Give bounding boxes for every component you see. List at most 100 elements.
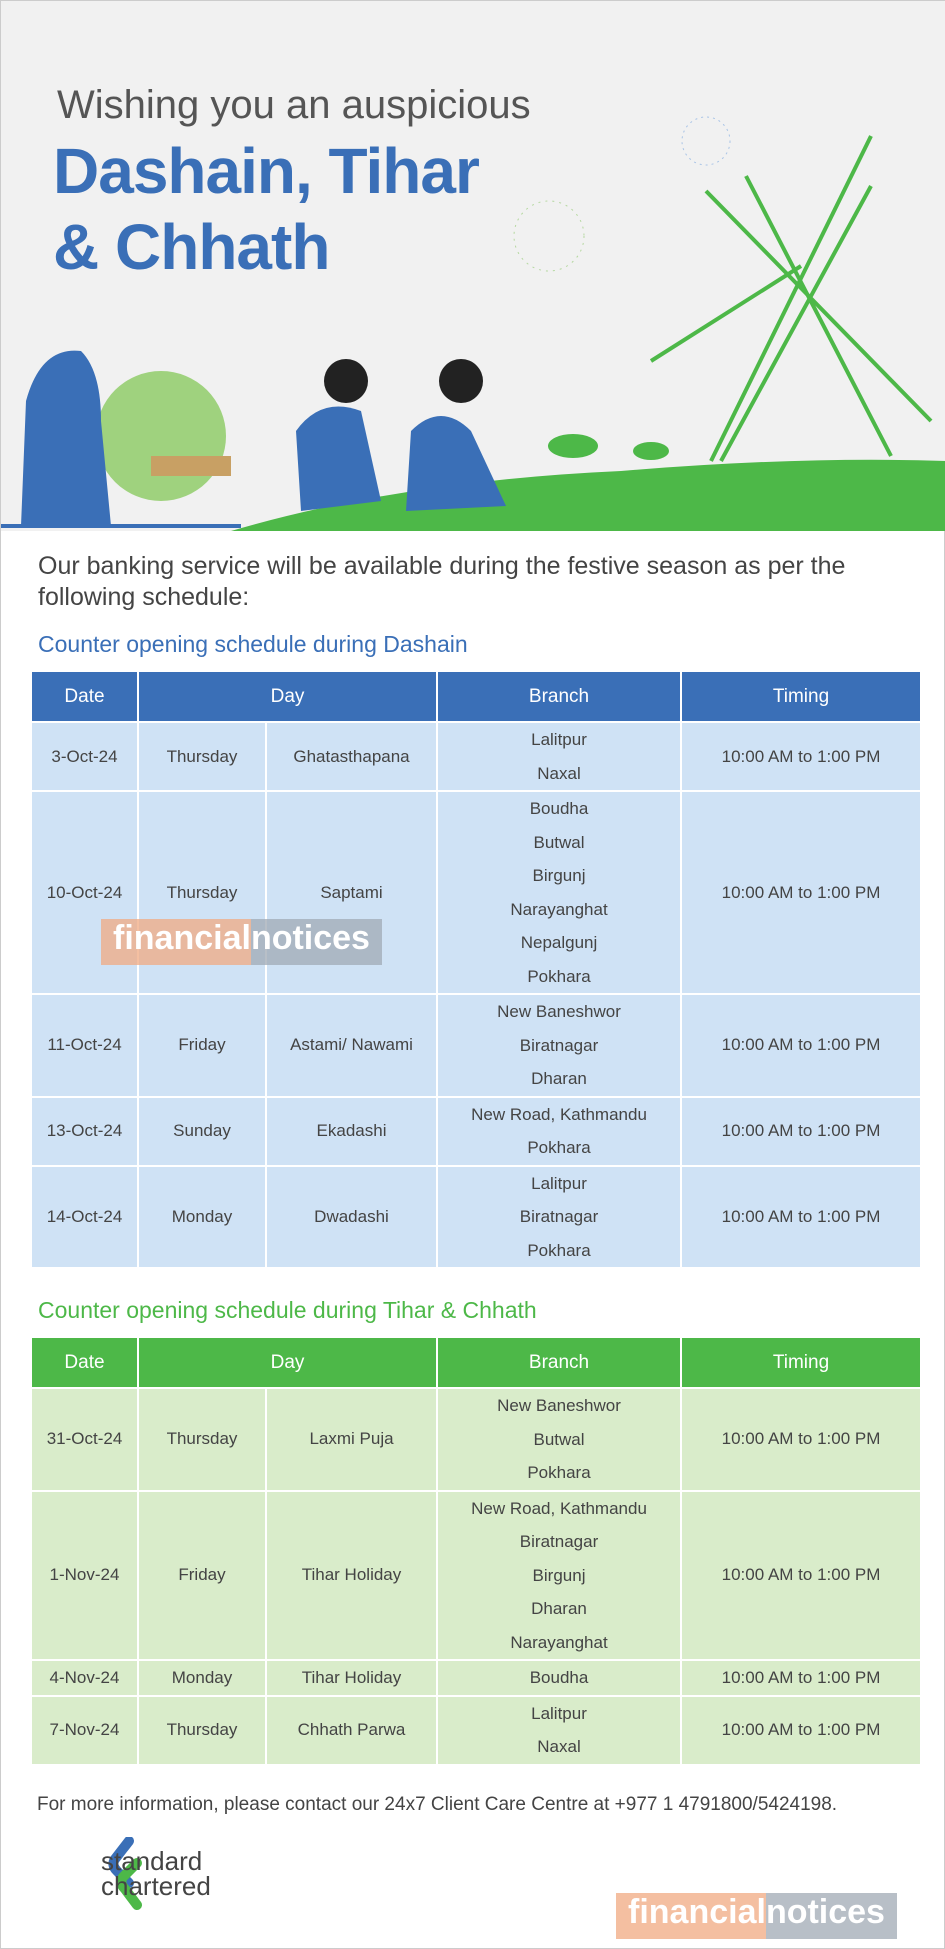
cell-occasion: Chhath Parwa (264, 1694, 439, 1766)
sun-circle (96, 371, 226, 501)
cell-occasion: Ghatasthapana (264, 721, 439, 792)
cell-timing: 10:00 AM to 1:00 PM (680, 1489, 923, 1661)
cell-timing: 10:00 AM to 1:00 PM (680, 1694, 923, 1766)
firework-icon (513, 200, 585, 272)
cell-branches: Boudha (436, 1659, 683, 1697)
cell-branches: Lalitpur Naxal (436, 1694, 683, 1766)
watermark-part2: notices (250, 919, 382, 965)
branch-name: Lalitpur (531, 1703, 587, 1723)
branch-name: New Baneshwor (497, 1396, 621, 1415)
branch-name: Dharan (531, 1069, 587, 1088)
festival-illustration (1, 116, 945, 531)
branch-name: Butwal (533, 832, 585, 852)
cell-timing: 10:00 AM to 1:00 PM (680, 1164, 923, 1269)
cell-weekday: Thursday (137, 1694, 267, 1766)
cell-weekday: Thursday (137, 721, 267, 792)
cell-date: 7-Nov-24 (30, 1694, 139, 1766)
girl-figure (406, 416, 506, 511)
dashain-section-title: Counter opening schedule during Dashain (38, 631, 468, 657)
table-row: 4-Nov-24 Monday Tihar Holiday Boudha 10:00 A… (30, 1659, 923, 1697)
girl-head (439, 359, 483, 403)
bank-logo-text: standard chartered (101, 1846, 211, 1901)
festival-title: Dashain, Tihar & Chhath (53, 133, 480, 285)
branch-name: Biratnagar (519, 1035, 599, 1055)
cell-timing: 10:00 AM to 1:00 PM (680, 1387, 923, 1492)
cell-occasion: Astami/ Nawami (264, 993, 439, 1098)
branch-name: Naxal (537, 763, 581, 783)
header-branch: Branch (436, 670, 683, 723)
branch-name: Butwal (533, 1429, 585, 1449)
branch-name: Nepalgunj (520, 933, 598, 952)
branch-name: Pokhara (527, 966, 591, 986)
logo-line-2: chartered (101, 1871, 211, 1901)
watermark: financial notices (616, 1893, 897, 1939)
header-day: Day (136, 670, 439, 723)
cell-branches: New Baneshwor Biratnagar Dharan (436, 993, 683, 1098)
cell-date: 31-Oct-24 (30, 1387, 139, 1492)
branch-name: Pokhara (527, 1240, 591, 1260)
cell-weekday: Sunday (137, 1095, 267, 1167)
branch-name: Narayanghat (510, 899, 608, 919)
cell-branches: Lalitpur Naxal (436, 721, 683, 792)
cell-branches: New Road, Kathmandu Pokhara (436, 1095, 683, 1167)
firework-icon (681, 116, 731, 166)
branch-name: Dharan (531, 1599, 587, 1618)
cell-date: 13-Oct-24 (30, 1095, 139, 1167)
cell-occasion: Tihar Holiday (264, 1489, 439, 1661)
cell-timing: 10:00 AM to 1:00 PM (680, 721, 923, 792)
branch-name: Boudha (529, 799, 589, 818)
header-row: Date Day Branch Timing (30, 1336, 923, 1389)
intro-text: Our banking service will be available du… (38, 552, 846, 611)
branch-name: New Road, Kathmandu (471, 1104, 647, 1124)
cell-occasion: Laxmi Puja (264, 1387, 439, 1492)
cell-timing: 10:00 AM to 1:00 PM (680, 790, 923, 995)
offering-basket (151, 456, 231, 476)
cell-branches: Lalitpur Biratnagar Pokhara (436, 1164, 683, 1269)
header-row: Date Day Branch Timing (30, 670, 923, 723)
cell-weekday: Monday (137, 1164, 267, 1269)
swing-poles (649, 135, 933, 462)
boy-head (324, 359, 368, 403)
table-row: 14-Oct-24 Monday Dwadashi Lalitpur Biratnaga… (30, 1164, 923, 1269)
cow-icon (548, 434, 598, 458)
cell-branches: Boudha Butwal Birgunj Narayanghat Nepalgunj P… (436, 790, 683, 995)
dashain-schedule-table: Date Day Branch Timing 3-Oct-24 Thursday Ghata… (30, 670, 923, 1269)
cell-occasion: Dwadashi (264, 1164, 439, 1269)
logo-line-1: standard (101, 1846, 203, 1876)
cell-occasion: Ekadashi (264, 1095, 439, 1167)
table-row: 10-Oct-24 Thursday Saptami Boudha Butwal Birg… (30, 790, 923, 995)
branch-name: Narayanghat (510, 1632, 608, 1652)
watermark: financial notices (101, 919, 382, 965)
festival-banner: Wishing you an auspicious Dashain, Tihar… (1, 1, 945, 531)
watermark-part1: financial (101, 919, 251, 965)
watermark-part1: financial (616, 1893, 766, 1939)
watermark-part2: notices (765, 1893, 897, 1939)
cell-weekday: Friday (137, 1489, 267, 1661)
header-branch: Branch (436, 1336, 683, 1389)
branch-name: Naxal (537, 1737, 581, 1756)
cell-timing: 10:00 AM to 1:00 PM (680, 993, 923, 1098)
branch-name: Pokhara (527, 1138, 591, 1157)
cell-weekday: Friday (137, 993, 267, 1098)
woman-figure (21, 350, 111, 526)
cell-branches: New Road, Kathmandu Biratnagar Birgunj Dhar… (436, 1489, 683, 1661)
branch-name: Boudha (529, 1668, 589, 1687)
cell-weekday: Thursday (137, 1387, 267, 1492)
table-row: 7-Nov-24 Thursday Chhath Parwa Lalitpur Naxa… (30, 1694, 923, 1766)
cell-date: 11-Oct-24 (30, 993, 139, 1098)
cell-timing: 10:00 AM to 1:00 PM (680, 1659, 923, 1697)
cell-weekday: Monday (137, 1659, 267, 1697)
standard-chartered-logo-icon (108, 1837, 142, 1910)
cell-date: 4-Nov-24 (30, 1659, 139, 1697)
branch-name: Birgunj (532, 1565, 586, 1585)
branch-name: Pokhara (527, 1463, 591, 1482)
table-row: 3-Oct-24 Thursday Ghatasthapana Lalitpur Nax… (30, 721, 923, 792)
boy-figure (296, 406, 381, 511)
branch-name: Lalitpur (531, 730, 587, 749)
table-row: 11-Oct-24 Friday Astami/ Nawami New Baneshw… (30, 993, 923, 1098)
cell-branches: New Baneshwor Butwal Pokhara (436, 1387, 683, 1492)
branch-name: New Road, Kathmandu (471, 1498, 647, 1518)
table-row: 1-Nov-24 Friday Tihar Holiday New Road, Kat… (30, 1489, 923, 1661)
table-row: 31-Oct-24 Thursday Laxmi Puja New Baneshwor… (30, 1387, 923, 1492)
header-date: Date (30, 670, 139, 723)
